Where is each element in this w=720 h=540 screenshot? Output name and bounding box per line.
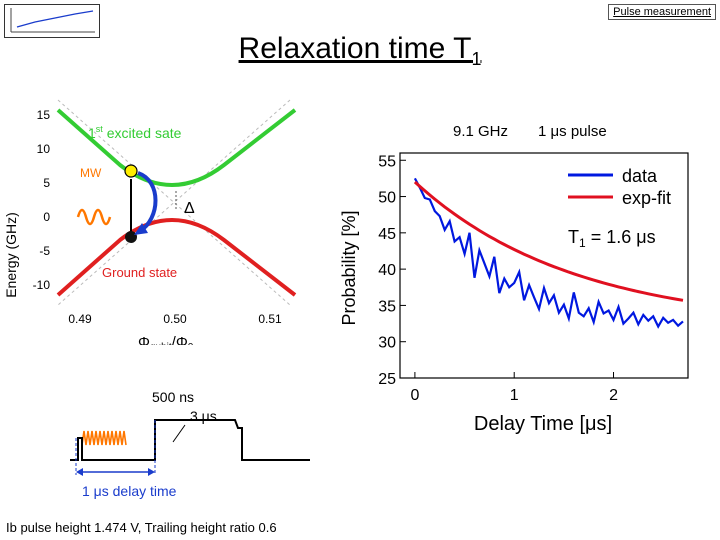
legend-fit-label: exp-fit (622, 188, 671, 208)
energy-diagram: Energy (GHz) 15 10 5 0 -5 -10 1st excite… (3, 99, 297, 345)
pulse-measurement-link[interactable]: Pulse measurement (608, 4, 716, 20)
legend: data exp-fit (568, 166, 671, 208)
excited-state-dot (124, 164, 138, 178)
data-series-line (413, 177, 684, 329)
x-ticks: 0 1 2 (410, 372, 618, 404)
ground-state-label: Ground state (102, 265, 177, 280)
y-tick-label: 30 (378, 335, 396, 352)
energy-axis-label: Energy (GHz) (3, 212, 19, 298)
y-tick-label: 45 (378, 226, 396, 243)
footnote: Ib pulse height 1.474 V, Trailing height… (6, 520, 277, 535)
ytick-10: 10 (37, 142, 51, 156)
y-tick-label: 35 (378, 298, 396, 315)
ytick-5: 5 (43, 176, 50, 190)
flux-axis-label: Φqubit/Φ0 (138, 334, 194, 345)
delay-arrowhead-right-icon (148, 468, 155, 476)
xtick-049: 0.49 (68, 312, 92, 326)
pulse-width-label: 3 μs (190, 408, 217, 424)
title-text: Relaxation time T (238, 32, 472, 65)
x-tick-label: 2 (609, 387, 618, 404)
plot-frame (399, 152, 689, 379)
ytick-0: 0 (43, 210, 50, 224)
ytick-minus5: -5 (39, 244, 50, 258)
x-tick-label: 1 (510, 387, 519, 404)
xtick-051: 0.51 (258, 312, 282, 326)
title-subscript: 1 (471, 49, 482, 69)
fit-series-line (413, 180, 684, 302)
mw-wave (76, 208, 112, 226)
excited-state-label: 1st excited sate (88, 124, 182, 141)
chart-pulse-label: 1 μs pulse (538, 123, 607, 140)
chart-y-axis-label: Probability [%] (339, 210, 359, 325)
ground-state-curve (56, 218, 297, 297)
relaxation-arrowhead-icon (134, 223, 148, 235)
delay-arrowhead-left-icon (76, 468, 83, 476)
ytick-15: 15 (37, 108, 51, 122)
ytick-minus10: -10 (33, 278, 51, 292)
y-tick-label: 40 (378, 262, 396, 279)
legend-data-label: data (622, 166, 658, 186)
y-ticks: 25 30 35 40 45 50 55 (378, 153, 406, 388)
delay-time-label: 1 μs delay time (82, 483, 177, 499)
relaxation-arrow-icon (137, 171, 158, 233)
thumbnail-image[interactable] (4, 4, 100, 38)
y-tick-label: 50 (378, 190, 396, 207)
pulse-sequence-diagram: 500 ns 3 μs 1 μs delay time (70, 389, 310, 499)
thumbnail-plot (10, 8, 95, 33)
y-tick-label: 25 (378, 371, 396, 388)
xtick-050: 0.50 (163, 312, 187, 326)
t1-annotation: T1 = 1.6 μs (568, 227, 656, 250)
pulse-duration-label: 500 ns (152, 389, 194, 405)
y-tick-label: 55 (378, 153, 396, 170)
mw-label: MW (80, 166, 102, 180)
mw-burst (81, 430, 127, 446)
slide-title: Relaxation time T1 (0, 32, 720, 70)
ground-state-dot (125, 231, 137, 243)
chart-frequency-label: 9.1 GHz (453, 123, 508, 140)
x-tick-label: 0 (410, 387, 419, 404)
relaxation-chart: 9.1 GHz 1 μs pulse Probability [%] Delay… (339, 123, 689, 435)
pulse-label-leader (172, 424, 186, 443)
gap-delta-label: Δ (184, 200, 195, 217)
chart-x-axis-label: Delay Time [μs] (474, 413, 612, 435)
